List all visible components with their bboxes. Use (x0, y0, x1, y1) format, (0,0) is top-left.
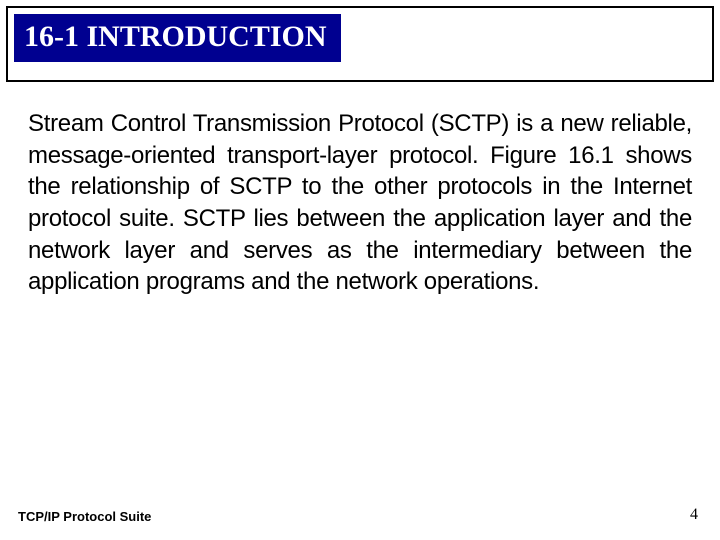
body-paragraph: Stream Control Transmission Protocol (SC… (28, 108, 692, 298)
title-frame: 16-1 INTRODUCTION (6, 6, 714, 82)
slide: 16-1 INTRODUCTION Stream Control Transmi… (0, 0, 720, 540)
footer-source: TCP/IP Protocol Suite (18, 509, 151, 524)
page-number: 4 (690, 506, 698, 524)
section-title: 16-1 INTRODUCTION (14, 14, 341, 62)
